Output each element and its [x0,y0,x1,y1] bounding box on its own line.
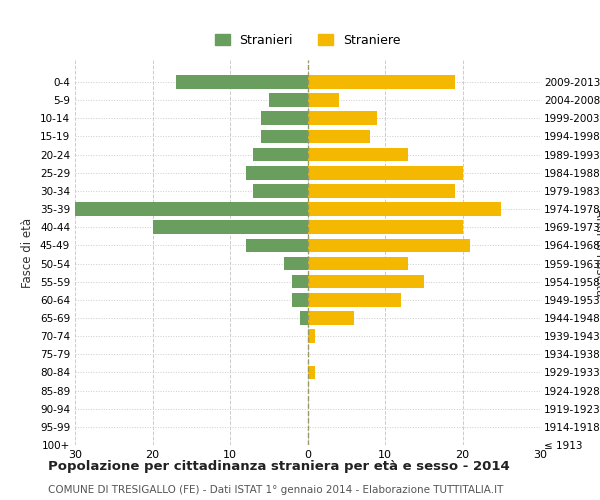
Text: COMUNE DI TRESIGALLO (FE) - Dati ISTAT 1° gennaio 2014 - Elaborazione TUTTITALIA: COMUNE DI TRESIGALLO (FE) - Dati ISTAT 1… [48,485,503,495]
Bar [308,75,455,89]
Bar [308,220,463,234]
Bar [269,94,308,107]
Bar [308,112,377,125]
Bar [308,130,370,143]
Bar [308,256,408,270]
Bar [300,311,308,325]
Bar [308,293,401,306]
Bar [308,275,424,288]
Bar [308,238,470,252]
Bar [292,275,308,288]
Bar [308,202,501,216]
Bar [253,184,308,198]
Bar [292,293,308,306]
Bar [261,112,308,125]
Bar [245,238,308,252]
Bar [308,166,463,179]
Bar [308,311,354,325]
Bar [308,184,455,198]
Bar [284,256,308,270]
Bar [176,75,308,89]
Bar [152,220,308,234]
Bar [308,94,338,107]
Bar [245,166,308,179]
Bar [308,148,408,162]
Bar [308,366,315,379]
Bar [261,130,308,143]
Legend: Stranieri, Straniere: Stranieri, Straniere [208,28,407,53]
Bar [308,330,315,343]
Y-axis label: Anni di nascita: Anni di nascita [593,209,600,296]
Bar [75,202,308,216]
Bar [253,148,308,162]
Text: Popolazione per cittadinanza straniera per età e sesso - 2014: Popolazione per cittadinanza straniera p… [48,460,510,473]
Y-axis label: Fasce di età: Fasce di età [22,218,34,288]
